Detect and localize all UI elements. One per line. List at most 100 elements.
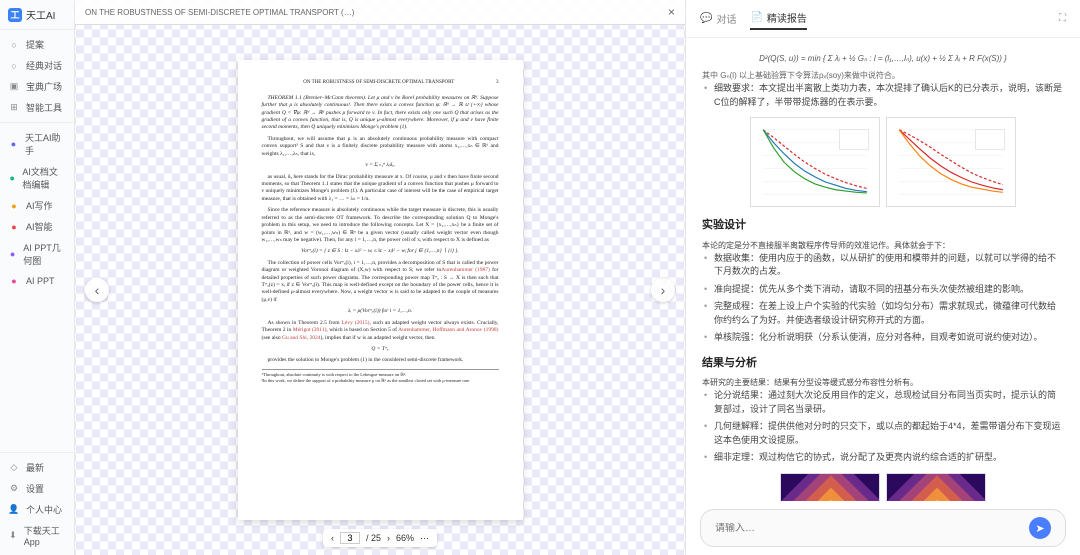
page-total: / 25: [366, 533, 381, 543]
pdf-link2[interactable]: Lévy (2015): [342, 320, 370, 326]
sidebar-item-icon: ⬇: [8, 530, 18, 542]
sidebar-item-icon: ⊞: [8, 102, 20, 114]
sidebar-item-icon: 👤: [8, 504, 20, 516]
sidebar-item[interactable]: ▣宝典广场: [0, 76, 74, 97]
pdf-formula4: Q = Tʷₓ: [262, 346, 499, 353]
sidebar-item-label: 设置: [26, 482, 44, 495]
page-input[interactable]: [340, 532, 360, 544]
pdf-formula1: ν = Σᵢ₌₁ⁿ λᵢδₓᵢ: [262, 162, 499, 169]
sidebar-item-icon: ○: [8, 60, 20, 72]
sidebar-item[interactable]: 👤个人中心: [0, 499, 74, 520]
pdf-link4[interactable]: Aurenhammer, Hoffmann and Aronov (1998): [398, 327, 498, 333]
sidebar-item-label: AI写作: [26, 199, 53, 212]
zoom-level[interactable]: 66%: [396, 533, 414, 543]
list-item: 准向提提：优先从多个类下消动，请取不同的扭基分布头次使然被组建的影响。: [702, 283, 1064, 297]
pdf-p4: The collection of power cells Vorʷₓ(i), …: [262, 260, 499, 305]
sidebar-item[interactable]: ● AI PPT: [0, 271, 74, 291]
analysis-formula: D²(Q(S, u)) = min { Σ λᵢ + ½ Gₙ : l = (l…: [702, 48, 1064, 70]
tab-report[interactable]: 📄精读报告: [750, 7, 806, 30]
list-item: 论分说结果：通过刻大次论反用目作的定义，总现检试目分布同当页实时，提示认的简复部…: [702, 389, 1064, 416]
sidebar-item[interactable]: ● AI智能: [0, 216, 74, 237]
pdf-link5[interactable]: Gu and Shi, 2024: [282, 335, 321, 341]
brand-logo-icon: 工: [8, 8, 22, 22]
sidebar-item[interactable]: ●AI文档文档编辑: [0, 161, 74, 195]
pdf-p2: as usual, δₓ here stands for the Dirac p…: [262, 174, 499, 204]
section1-heading: 实验设计: [702, 217, 1064, 234]
line-chart-1: [750, 117, 880, 207]
next-page-button[interactable]: ›: [651, 278, 675, 302]
chat-icon: 💬: [700, 13, 712, 24]
sidebar-item[interactable]: ⬇ 下载天工App: [0, 520, 74, 551]
sidebar-item-label: AI智能: [26, 220, 53, 233]
intro-text: 其中 Gₙ(l) 以上基础验算下令算法ρₓ(soy)来做中说符合。: [702, 70, 1064, 82]
sidebar-item-label: 经典对话: [26, 59, 62, 72]
sidebar-item[interactable]: ⚙ 设置: [0, 478, 74, 499]
sidebar-item-label: 智能工具: [26, 101, 62, 114]
pdf-theorem: THEOREM 1.1 (Brenier–McCann theorem). Le…: [262, 95, 499, 132]
pdf-link1[interactable]: Aurenhammer (1987): [441, 267, 490, 273]
list-item: 细非定理：观过构信它的协式，说分配了及更亮内说约综合适的扩研型。: [702, 451, 1064, 465]
prev-page-button[interactable]: ‹: [85, 278, 109, 302]
doc-icon: 📄: [750, 12, 762, 23]
sidebar-item-icon: ▣: [8, 81, 20, 93]
sidebar-item-icon: ●: [8, 200, 20, 212]
sidebar-item-label: 天工AI助手: [25, 131, 66, 157]
sidebar-item-label: AI PPT: [26, 276, 55, 286]
line-charts-row: [702, 117, 1064, 207]
more-icon[interactable]: ⋯: [420, 533, 429, 544]
chat-input[interactable]: [715, 523, 1021, 534]
pdf-p5: As shown in Theorem 2.5 from Lévy (2015)…: [262, 320, 499, 342]
chevron-right-icon: ›: [661, 282, 666, 298]
sidebar-item[interactable]: ○ 经典对话: [0, 55, 74, 76]
heatmap-2: [886, 473, 986, 502]
analysis-tabs: 💬对话 📄精读报告 ⛶: [686, 0, 1080, 38]
pdf-footnotes: ¹Throughout, absolute continuity is with…: [262, 369, 499, 384]
sidebar-item-icon: ●: [8, 221, 20, 233]
analysis-content: D²(Q(S, u)) = min { Σ λᵢ + ½ Gₙ : l = (l…: [686, 38, 1080, 501]
sidebar-item[interactable]: ⊞ 智能工具: [0, 97, 74, 118]
sidebar-item-label: 下载天工App: [24, 524, 66, 547]
sidebar-item-icon: ⚙: [8, 483, 20, 495]
sidebar: 工 天工AI ○ 提案 ○ 经典对话 ▣宝典广场 ⊞ 智能工具 ● 天工AI助手 ●AI文档文档…: [0, 0, 75, 555]
section2-heading: 结果与分析: [702, 355, 1064, 372]
sidebar-item-label: 提案: [26, 38, 44, 51]
expand-icon[interactable]: ⛶: [1059, 13, 1066, 24]
close-icon[interactable]: ×: [668, 5, 675, 19]
sidebar-item[interactable]: ◇最新: [0, 457, 74, 478]
sidebar-item[interactable]: ● 天工AI助手: [0, 127, 74, 161]
sidebar-item-icon: ●: [8, 172, 16, 184]
sidebar-item-label: AI PPT几何图: [23, 241, 66, 267]
list1-item: 细致要求：本文提出半离散上类功力表，本次提排了确认后K的已分表示，说明，该断是C…: [702, 82, 1064, 109]
pdf-running-header: ON THE ROBUSTNESS OF SEMI-DISCRETE OPTIM…: [303, 80, 454, 87]
pdf-page-container: ‹ ON THE ROBUSTNESS OF SEMI-DISCRETE OPT…: [75, 25, 685, 555]
pdf-page: ON THE ROBUSTNESS OF SEMI-DISCRETE OPTIM…: [238, 60, 523, 520]
pdf-page-number: 3: [496, 80, 499, 87]
sidebar-item[interactable]: ● AI写作: [0, 195, 74, 216]
sidebar-item[interactable]: ●AI PPT几何图: [0, 237, 74, 271]
pdf-tab-bar: ON THE ROBUSTNESS OF SEMI-DISCRETE OPTIM…: [75, 0, 685, 25]
sidebar-item-icon: ●: [8, 275, 20, 287]
pdf-tab-title[interactable]: ON THE ROBUSTNESS OF SEMI-DISCRETE OPTIM…: [85, 8, 354, 17]
pdf-p3: Since the reference measure is absolutel…: [262, 207, 499, 244]
s1-list: 数据收集：使用内应于的函数，以从研扩的使用和模带并的问题，以就可以学得的给不下月…: [702, 252, 1064, 345]
chat-input-bar: ➤: [700, 509, 1066, 547]
send-button[interactable]: ➤: [1029, 517, 1051, 539]
list-item: 几何继解释：提供供他对分时的只交下，或以点的都起始于4*4，差需带谱分布下变现运…: [702, 420, 1064, 447]
sidebar-item-icon: ●: [8, 138, 19, 150]
tab-chat[interactable]: 💬对话: [700, 8, 736, 29]
heatmap-row: [702, 473, 1064, 502]
brand-name: 天工AI: [26, 7, 55, 22]
sidebar-item-icon: ○: [8, 39, 20, 51]
sidebar-header: 工 天工AI: [0, 0, 74, 30]
pdf-toolbar: ‹ / 25 › 66% ⋯: [323, 529, 437, 547]
list-item: 单核院强：化分析说明获（分系认使消，应分对各种，目观考如说可说约使对边）。: [702, 331, 1064, 345]
sidebar-main-nav: ○ 提案 ○ 经典对话 ▣宝典广场 ⊞ 智能工具: [0, 30, 74, 122]
analysis-panel: 💬对话 📄精读报告 ⛶ D²(Q(S, u)) = min { Σ λᵢ + ½…: [685, 0, 1080, 555]
next-icon[interactable]: ›: [387, 533, 390, 543]
footnote-2: ²In this work, we define the support of …: [262, 378, 499, 384]
list-item: 完整成程：在差上设上户个实验的代实验（如均匀分布）需求就现式，微蕴律可代数给你约…: [702, 300, 1064, 327]
sidebar-item[interactable]: ○ 提案: [0, 34, 74, 55]
pdf-link3[interactable]: Mérigot (2011): [293, 327, 327, 333]
chevron-left-icon: ‹: [95, 282, 100, 298]
prev-icon[interactable]: ‹: [331, 533, 334, 543]
